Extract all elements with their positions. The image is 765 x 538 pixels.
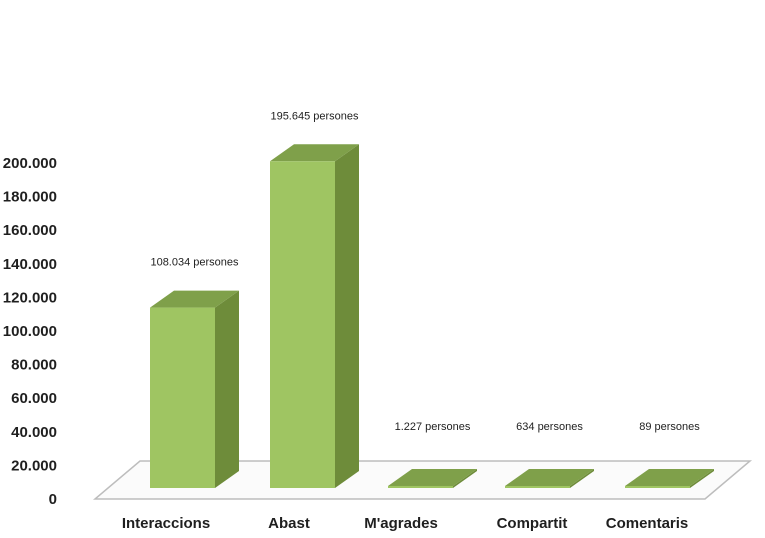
data-label: 195.645 persones — [270, 110, 359, 122]
bar-front — [270, 161, 335, 489]
bar-top — [625, 469, 714, 486]
bar-top — [150, 290, 239, 308]
y-tick-label: 40.000 — [11, 424, 57, 441]
bar-front — [150, 307, 215, 488]
x-category-label: Abast — [268, 515, 310, 532]
bar-top — [388, 468, 477, 486]
data-labels: 108.034 persones 195.645 persones 1.227 pe… — [150, 110, 700, 433]
y-tick-label: 140.000 — [3, 256, 57, 273]
bar-side — [215, 290, 239, 488]
bar-side — [453, 468, 477, 488]
bar-compartit — [505, 469, 594, 488]
x-category-label: Interaccions — [122, 515, 210, 532]
data-label: 108.034 persones — [150, 257, 239, 269]
y-tick-label: 180.000 — [3, 189, 57, 206]
bar-front — [388, 485, 453, 488]
bar-abast — [270, 144, 359, 489]
y-tick-label: 200.000 — [3, 155, 57, 172]
bar-m-agrades — [388, 468, 477, 488]
bar-front — [505, 486, 570, 488]
x-category-label: M'agrades — [364, 515, 438, 532]
y-tick-label: 80.000 — [11, 357, 57, 374]
data-label: 89 persones — [639, 421, 700, 433]
data-label: 1.227 persones — [395, 421, 471, 433]
y-tick-label: 120.000 — [3, 289, 57, 306]
bar-top — [270, 144, 359, 162]
bar-side — [570, 469, 594, 488]
y-tick-label: 100.000 — [3, 323, 57, 340]
y-tick-label: 160.000 — [3, 222, 57, 239]
y-tick-label: 60.000 — [11, 390, 57, 407]
data-label: 634 persones — [516, 421, 583, 433]
x-category-label: Compartit — [497, 515, 568, 532]
y-tick-label: 20.000 — [11, 457, 57, 474]
x-category-label: Comentaris — [606, 515, 689, 532]
bar-comentaris — [625, 469, 714, 488]
bar-side — [690, 469, 714, 488]
bar-side — [335, 144, 359, 488]
y-tick-label: 0 — [49, 491, 57, 508]
bar-top — [505, 469, 594, 486]
bars-layer — [150, 144, 714, 489]
bar-interaccions — [150, 290, 239, 488]
bar-front — [625, 486, 690, 488]
x-axis-categories: Interaccions Abast M'agrades Compartit Comen… — [122, 515, 688, 532]
y-axis-ticks: 0 20.000 40.000 60.000 80.000 100.000 120.000 1… — [3, 155, 57, 508]
